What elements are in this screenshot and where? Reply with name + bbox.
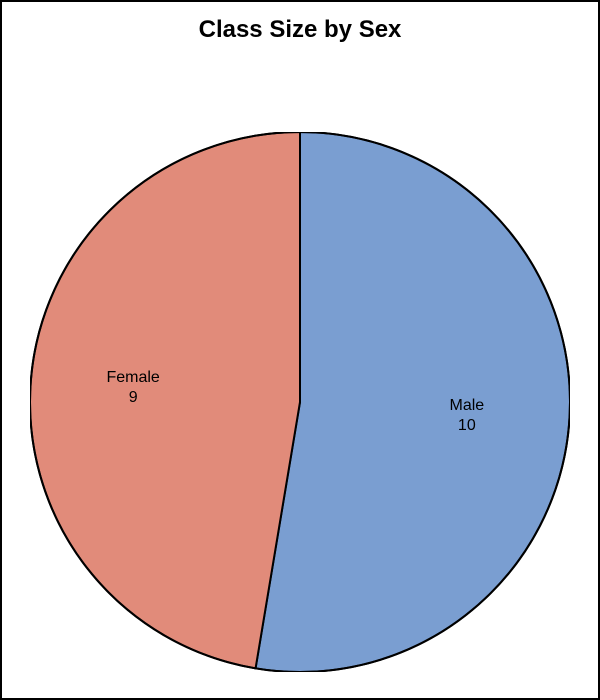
pie-chart: Male10 Female9: [30, 132, 570, 672]
chart-title: Class Size by Sex: [2, 16, 598, 44]
slice-label-name: Female: [106, 368, 159, 388]
pie-slice: [30, 132, 300, 668]
slice-label-value: 10: [449, 416, 484, 436]
slice-label: Male10: [449, 396, 484, 436]
pie-slice: [256, 132, 570, 672]
slice-label-name: Male: [449, 396, 484, 416]
chart-frame: Class Size by Sex Male10 Female9: [0, 0, 600, 700]
slice-label: Female9: [106, 368, 159, 408]
slice-label-value: 9: [106, 388, 159, 408]
